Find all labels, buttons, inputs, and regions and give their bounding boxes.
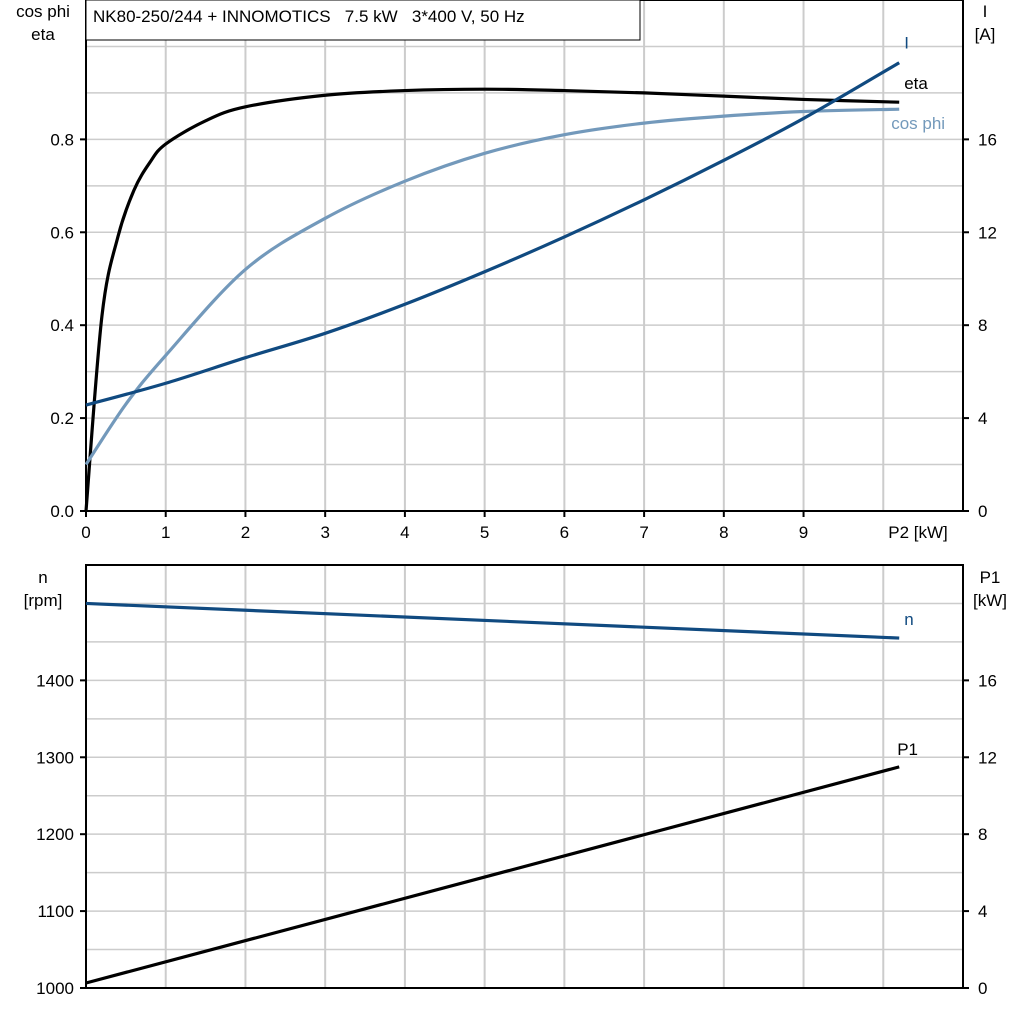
x-tick-label: 3: [320, 523, 329, 542]
y-tick-label-left: 1300: [36, 748, 74, 767]
x-tick-label: 9: [799, 523, 808, 542]
x-tick-label: 2: [241, 523, 250, 542]
right-axis-label-1: I: [983, 2, 988, 21]
y-tick-label-left: 1100: [37, 902, 74, 921]
bottom-chart: 1000 1100 1200 1300 1400 0 4 8 12 16 n P1: [36, 564, 997, 998]
y-tick-label-right: 16: [978, 671, 997, 690]
left-axis-label-2: eta: [31, 25, 55, 44]
y-tick-label-left: 0.4: [50, 316, 74, 335]
y-tick-label-right: 4: [978, 409, 987, 428]
chart-title: NK80-250/244 + INNOMOTICS 7.5 kW 3*400 V…: [93, 7, 525, 26]
title-box: [85, 0, 641, 41]
series-i-line: [85, 61, 901, 407]
y-tick-label-right: 0: [978, 979, 987, 998]
y-tick-label-right: 12: [978, 748, 997, 767]
y-tick-label-right: 8: [978, 316, 987, 335]
x-tick-label: 7: [639, 523, 648, 542]
series-label-cos-phi: cos phi: [891, 114, 945, 133]
right-axis-label-2: [A]: [975, 25, 996, 44]
y-tick-label-right: 8: [978, 825, 987, 844]
x-tick-label: 5: [480, 523, 489, 542]
y-tick-label-left: 1000: [36, 979, 74, 998]
plot-frame: [85, 0, 964, 512]
left-axis-label-1: cos phi: [16, 2, 70, 21]
series-cos-phi-line: [84, 107, 900, 466]
series-p1-line: [85, 765, 900, 985]
y-tick-label-left: 0.2: [50, 409, 74, 428]
bottom-left-axis-label-1: n: [38, 568, 47, 587]
series-label-p1: P1: [897, 740, 918, 759]
x-axis-label: P2 [kW]: [888, 523, 948, 542]
y-tick-label-left: 0.6: [50, 223, 74, 242]
x-tick-label: 6: [560, 523, 569, 542]
series-label-eta: eta: [904, 74, 928, 93]
series-label-i: I: [904, 34, 909, 53]
x-tick-label: 1: [161, 523, 170, 542]
bottom-left-axis-label-2: [rpm]: [24, 591, 63, 610]
series-eta-line: [84, 87, 900, 512]
y-tick-label-left: 0.8: [50, 130, 74, 149]
x-tick-label: 8: [719, 523, 728, 542]
series-label-n: n: [904, 610, 913, 629]
y-tick-label-right: 12: [978, 223, 997, 242]
y-tick-label-left: 0.0: [50, 502, 74, 521]
x-tick-label: 0: [81, 523, 90, 542]
bottom-right-axis-label-2: [kW]: [973, 591, 1007, 610]
bottom-right-axis-label-1: P1: [980, 568, 1001, 587]
y-tick-label-left: 1200: [36, 825, 74, 844]
x-tick-label: 4: [400, 523, 409, 542]
y-tick-label-right: 16: [978, 130, 997, 149]
y-tick-label-right: 0: [978, 502, 987, 521]
y-tick-label-right: 4: [978, 902, 987, 921]
y-tick-label-left: 1400: [36, 671, 74, 690]
series-n-line: [85, 601, 900, 640]
plot-frame: [85, 564, 964, 989]
